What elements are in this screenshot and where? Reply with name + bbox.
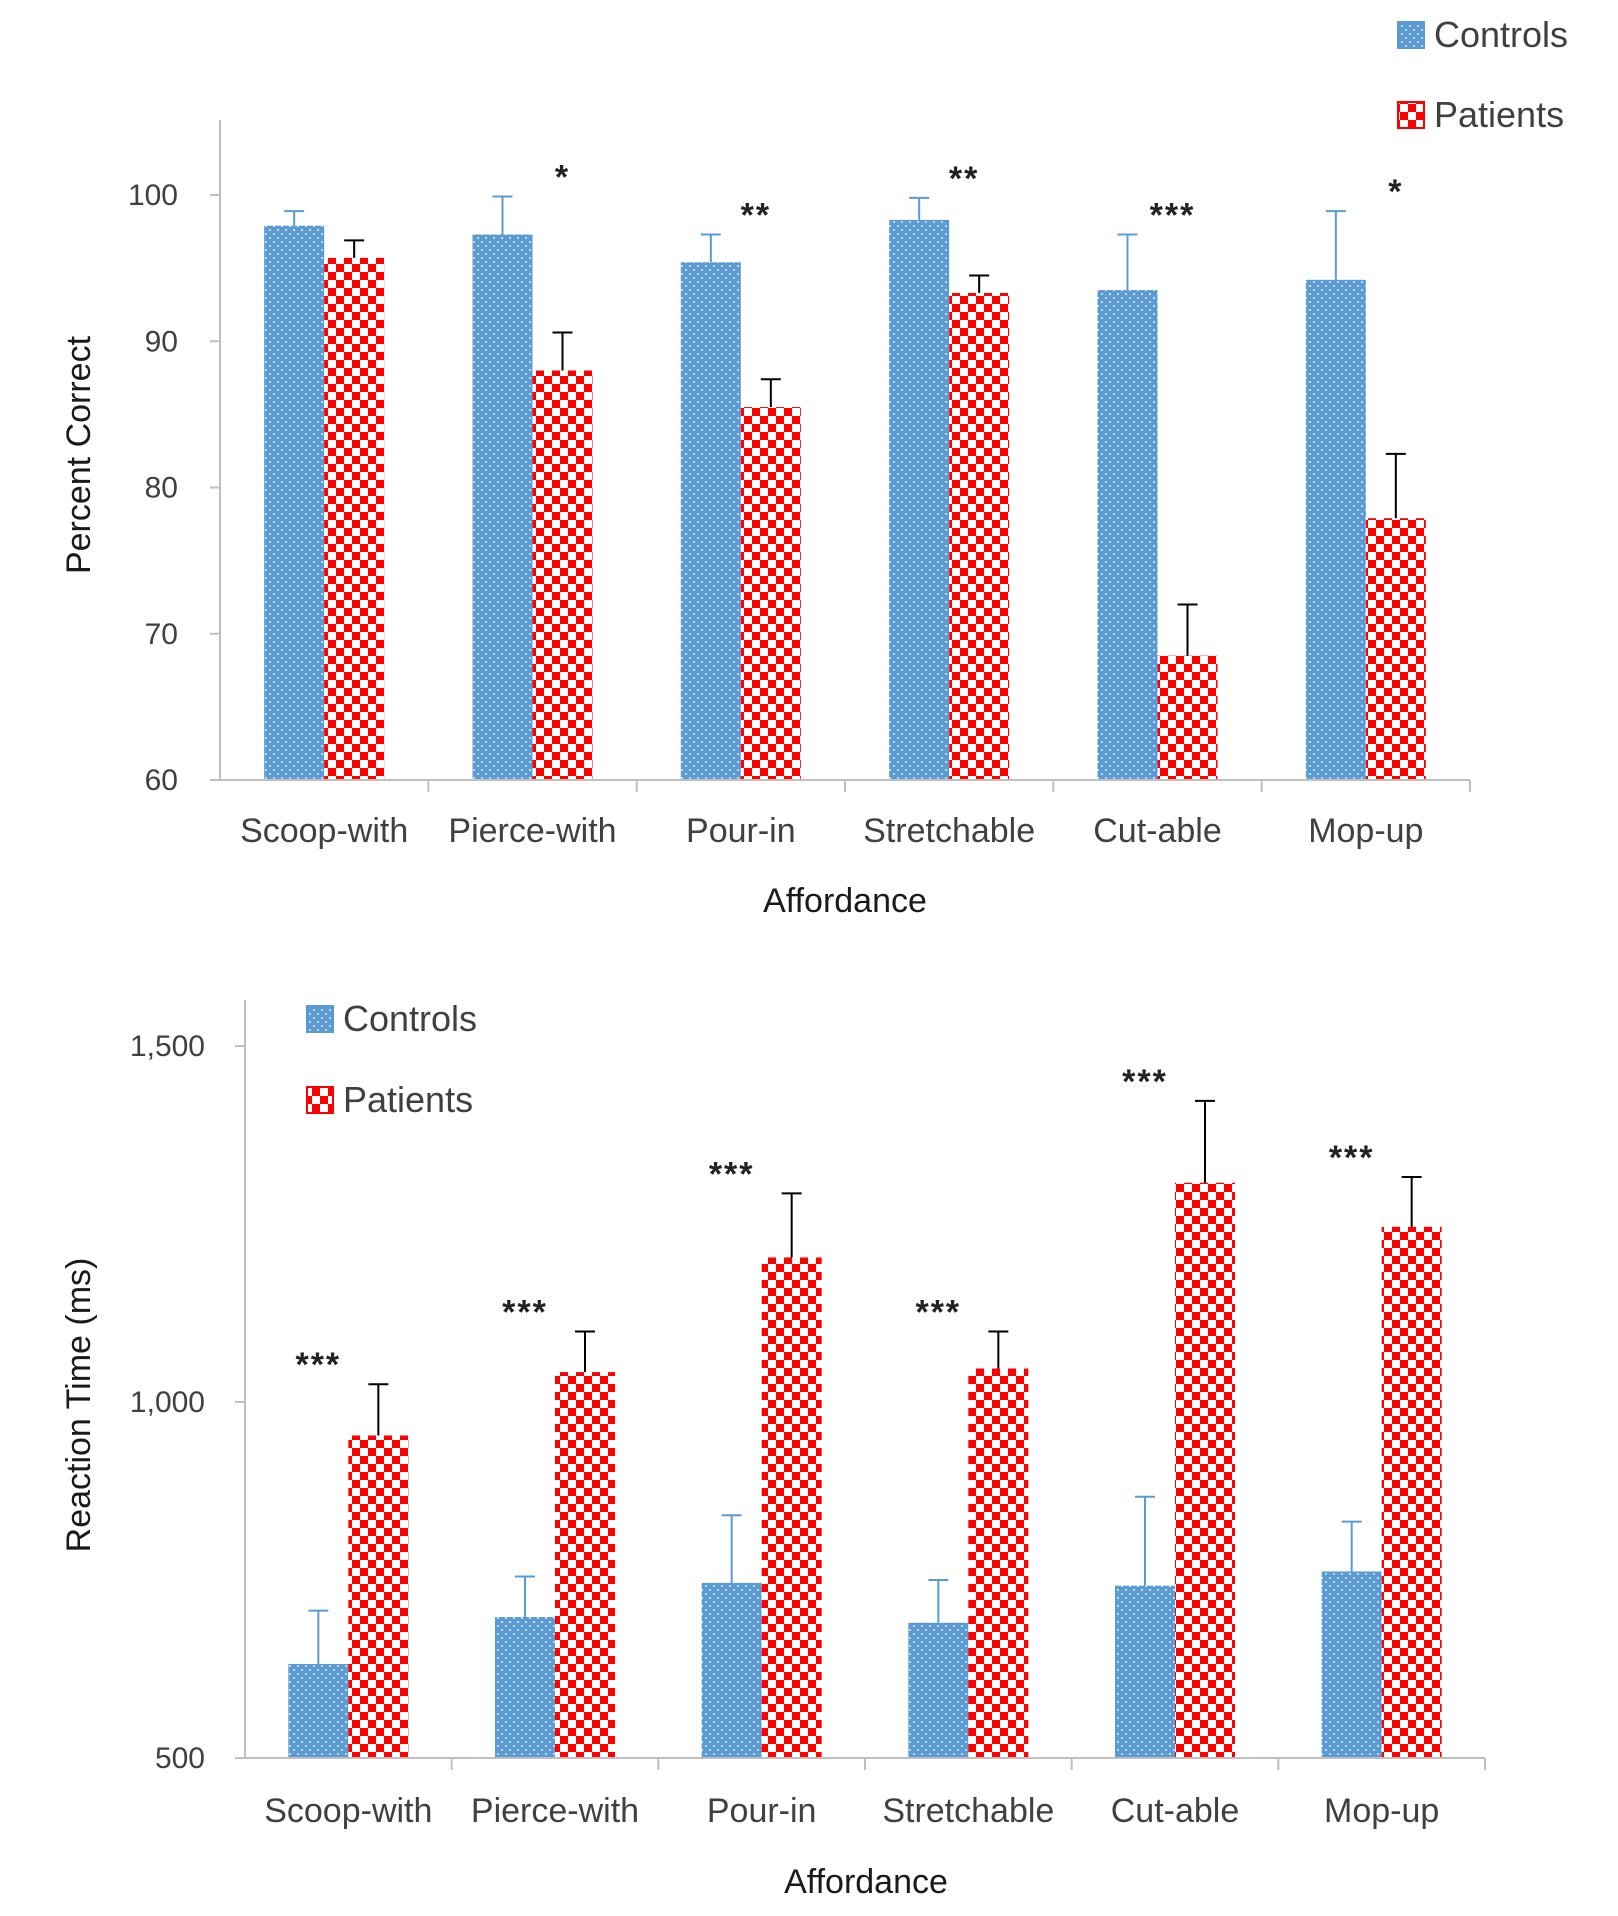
bar-patients: [761, 1257, 822, 1758]
bar-controls: [1321, 1571, 1382, 1758]
significance-marker: ***: [502, 1294, 548, 1332]
significance-marker: *: [1388, 173, 1403, 211]
legend: Controls Patients: [1397, 14, 1568, 135]
reaction-time-error-bars: [308, 1099, 1422, 1665]
x-tick-label: Scoop-with: [240, 812, 408, 850]
significance-marker: ***: [1122, 1063, 1168, 1101]
x-tick-label: Cut-able: [1093, 812, 1222, 850]
y-tick-labels: 60 70 80 90 100: [128, 179, 220, 797]
bar-patients: [1381, 1226, 1442, 1758]
bar-patients: [348, 1435, 409, 1758]
y-tick-label: 1,500: [130, 1030, 205, 1063]
y-tick-label: 90: [145, 325, 178, 358]
x-tick-label: Pour-in: [707, 1792, 817, 1830]
significance-marker: ***: [1329, 1139, 1375, 1177]
bar-patients: [740, 407, 801, 780]
legend: Controls Patients: [306, 998, 477, 1120]
legend-swatch-patients: [1397, 101, 1425, 129]
bar-controls: [264, 225, 325, 780]
legend-swatch-controls: [306, 1005, 334, 1033]
bar-patients: [324, 257, 385, 780]
significance-marker: **: [949, 160, 979, 198]
reaction-time-chart: 500 1,000 1,500 Scoop-with Pierce-with Pour-…: [60, 998, 1486, 1901]
percent-correct-chart: 60 70 80 90 100 Scoop-with Pierce-with Pour-in…: [60, 14, 1568, 920]
x-tick-label: Pour-in: [686, 812, 796, 850]
y-tick-label: 1,000: [130, 1386, 205, 1419]
significance-marker: **: [741, 196, 771, 234]
bar-patients: [532, 370, 593, 780]
x-tick-label: Pierce-with: [448, 812, 616, 850]
legend-swatch-controls: [1397, 21, 1425, 49]
y-axis-title: Percent Correct: [60, 335, 98, 574]
x-tick-label: Scoop-with: [264, 1792, 432, 1830]
x-axis-title: Affordance: [784, 1863, 948, 1901]
x-tick-label: Mop-up: [1308, 812, 1423, 850]
legend-label-patients: Patients: [343, 1079, 473, 1120]
bar-patients: [1365, 518, 1426, 780]
significance-marker: ***: [709, 1155, 755, 1193]
bar-controls: [288, 1664, 349, 1758]
legend-label-controls: Controls: [1434, 14, 1568, 55]
x-tick-label: Pierce-with: [471, 1792, 639, 1830]
y-tick-label: 100: [128, 179, 178, 212]
significance-marker: *: [555, 158, 570, 196]
x-tick-label: Stretchable: [863, 812, 1035, 850]
x-tick-label: Mop-up: [1324, 1792, 1439, 1830]
bar-controls: [1115, 1585, 1175, 1758]
significance-marker: ***: [915, 1294, 961, 1332]
significance-markers: *********: [555, 158, 1403, 234]
bar-controls: [680, 262, 741, 780]
bar-controls: [701, 1582, 762, 1758]
significance-marker: ***: [1150, 196, 1196, 234]
legend-label-patients: Patients: [1434, 94, 1564, 135]
y-tick-labels: 500 1,000 1,500: [130, 1030, 245, 1775]
x-tick-label: Stretchable: [882, 1792, 1054, 1830]
percent-correct-error-bars: [284, 195, 1406, 656]
bar-controls: [495, 1617, 555, 1758]
significance-markers: *** *** *** *** *** ***: [295, 1063, 1375, 1384]
y-axis-title: Reaction Time (ms): [60, 1258, 98, 1553]
legend-label-controls: Controls: [343, 998, 477, 1039]
bar-patients: [1157, 655, 1218, 780]
bar-controls: [889, 219, 950, 781]
x-tick-label: Cut-able: [1111, 1792, 1240, 1830]
reaction-time-bars: [288, 1182, 1442, 1758]
x-tick-labels: Scoop-with Pierce-with Pour-in Stretchable C…: [264, 1758, 1486, 1830]
y-tick-label: 500: [155, 1742, 205, 1775]
legend-swatch-patients: [306, 1086, 334, 1114]
bar-controls: [1305, 279, 1366, 780]
y-tick-label: 80: [145, 472, 178, 505]
bar-controls: [472, 234, 533, 781]
bar-controls: [908, 1622, 969, 1758]
bar-patients: [949, 292, 1010, 780]
x-axis-title: Affordance: [763, 882, 927, 920]
bar-patients: [968, 1368, 1029, 1758]
y-tick-label: 70: [145, 618, 178, 651]
y-tick-label: 60: [145, 764, 178, 797]
bar-patients: [1175, 1182, 1235, 1758]
bar-controls: [1097, 290, 1158, 780]
bar-patients: [555, 1372, 615, 1758]
x-tick-labels: Scoop-with Pierce-with Pour-in Stretchable C…: [240, 780, 1471, 850]
significance-marker: ***: [295, 1346, 341, 1384]
percent-correct-bars: [264, 219, 1426, 781]
